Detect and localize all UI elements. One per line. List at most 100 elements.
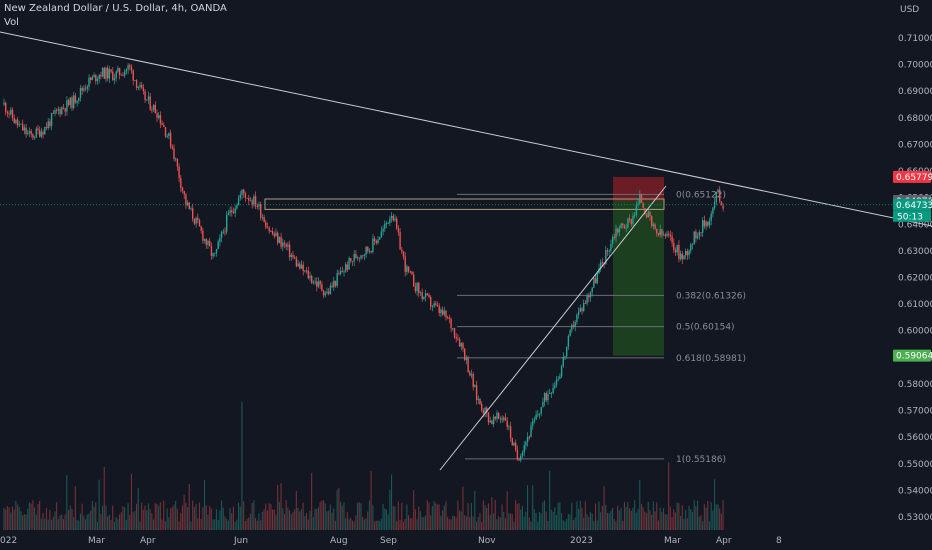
candle-body — [95, 74, 97, 82]
candle-body — [100, 75, 102, 77]
volume-bar — [688, 505, 690, 530]
volume-bar — [504, 518, 506, 530]
candle-body — [49, 121, 51, 127]
volume-bar — [399, 520, 401, 530]
candle-body — [516, 449, 519, 460]
volume-bar — [379, 521, 381, 530]
descending-trendline[interactable] — [0, 31, 932, 227]
candle-body — [76, 100, 78, 103]
candle-body — [356, 257, 359, 259]
trendline-layer[interactable] — [0, 31, 932, 471]
volume-bar — [188, 484, 190, 530]
candle-body — [375, 241, 377, 244]
candle-body — [484, 407, 486, 414]
candle-body — [44, 127, 46, 135]
volume-bar — [720, 513, 722, 530]
volume-bar — [618, 510, 620, 530]
candle-body — [91, 76, 94, 80]
candle-body — [634, 214, 636, 216]
volume-bar — [78, 520, 80, 530]
candle-body — [518, 459, 520, 461]
volume-bar — [81, 503, 83, 530]
price-tick-label: 0.70000 — [898, 61, 932, 71]
candle-body — [142, 87, 145, 92]
candle-body — [312, 282, 315, 284]
candle-body — [268, 228, 270, 232]
time-tick-label: 2023 — [570, 536, 593, 546]
volume-indicator-label[interactable]: Vol — [4, 17, 19, 28]
candle-body — [129, 65, 131, 67]
volume-bar — [275, 514, 277, 530]
volume-bar — [574, 517, 576, 530]
volume-bar — [132, 512, 134, 530]
candle-body — [441, 309, 444, 315]
candle-body — [509, 426, 512, 439]
candle-body — [373, 238, 376, 242]
volume-bar — [329, 504, 331, 530]
volume-bar — [263, 509, 265, 530]
volume-bar — [697, 500, 699, 530]
bar-countdown-tag: 50:13 — [893, 210, 931, 222]
volume-bar — [601, 505, 603, 530]
candle-body — [559, 376, 561, 379]
volume-bar — [610, 510, 612, 530]
volume-bar — [358, 502, 360, 530]
candle-body — [397, 228, 400, 233]
ascending-trendline[interactable] — [439, 185, 667, 471]
resistance-zone-rectangle[interactable] — [264, 198, 665, 210]
volume-bar — [477, 517, 479, 530]
candle-body — [588, 295, 590, 298]
volume-bar — [292, 512, 294, 530]
candle-body — [535, 414, 537, 420]
volume-bar — [428, 502, 430, 530]
candle-body — [574, 322, 576, 327]
candle-body — [445, 310, 447, 318]
price-tick-label: 0.71000 — [898, 34, 932, 44]
volume-bar — [445, 501, 447, 530]
candle-body — [79, 88, 82, 98]
volume-bar — [316, 509, 318, 530]
volume-bar — [460, 511, 462, 530]
price-tick-label: 0.67000 — [898, 140, 932, 150]
candle-body — [178, 166, 180, 178]
volume-bar — [351, 520, 353, 530]
volume-bar — [338, 487, 340, 530]
volume-bar — [566, 518, 568, 530]
candle-body — [159, 115, 162, 124]
volume-bar — [521, 505, 523, 530]
candle-body — [528, 436, 530, 438]
volume-bar — [304, 515, 306, 530]
candle-body — [10, 109, 12, 115]
candle-body — [469, 372, 471, 376]
candle-body — [686, 251, 689, 256]
candle-body — [285, 244, 287, 247]
candle-body — [66, 100, 68, 112]
candle-body — [416, 282, 418, 292]
candle-body — [440, 309, 442, 314]
volume-bar — [525, 511, 527, 530]
volume-bar — [200, 518, 202, 530]
candle-body — [130, 66, 133, 71]
volume-bar — [545, 511, 547, 530]
volume-bar — [501, 504, 503, 530]
volume-bar — [10, 512, 12, 530]
candle-body — [52, 113, 54, 114]
symbol-title[interactable]: New Zealand Dollar / U.S. Dollar, 4h, OA… — [4, 3, 227, 14]
volume-bar — [183, 494, 185, 530]
stop-loss-zone[interactable] — [613, 176, 664, 201]
volume-bar — [343, 502, 345, 530]
volume-bar — [394, 506, 396, 530]
candle-body — [537, 414, 539, 416]
candle-body — [605, 250, 607, 265]
candle-body — [413, 274, 415, 287]
candle-body — [124, 71, 126, 76]
volume-bar — [368, 500, 370, 530]
volume-bar — [144, 505, 146, 530]
candle-body — [617, 228, 619, 233]
time-axis[interactable]: 022 Mar Apr Jun Aug Sep Nov 2023 Mar Apr 8 — [0, 536, 782, 546]
volume-bar — [603, 486, 605, 530]
candle-body — [307, 270, 309, 279]
candle-body — [200, 226, 202, 231]
